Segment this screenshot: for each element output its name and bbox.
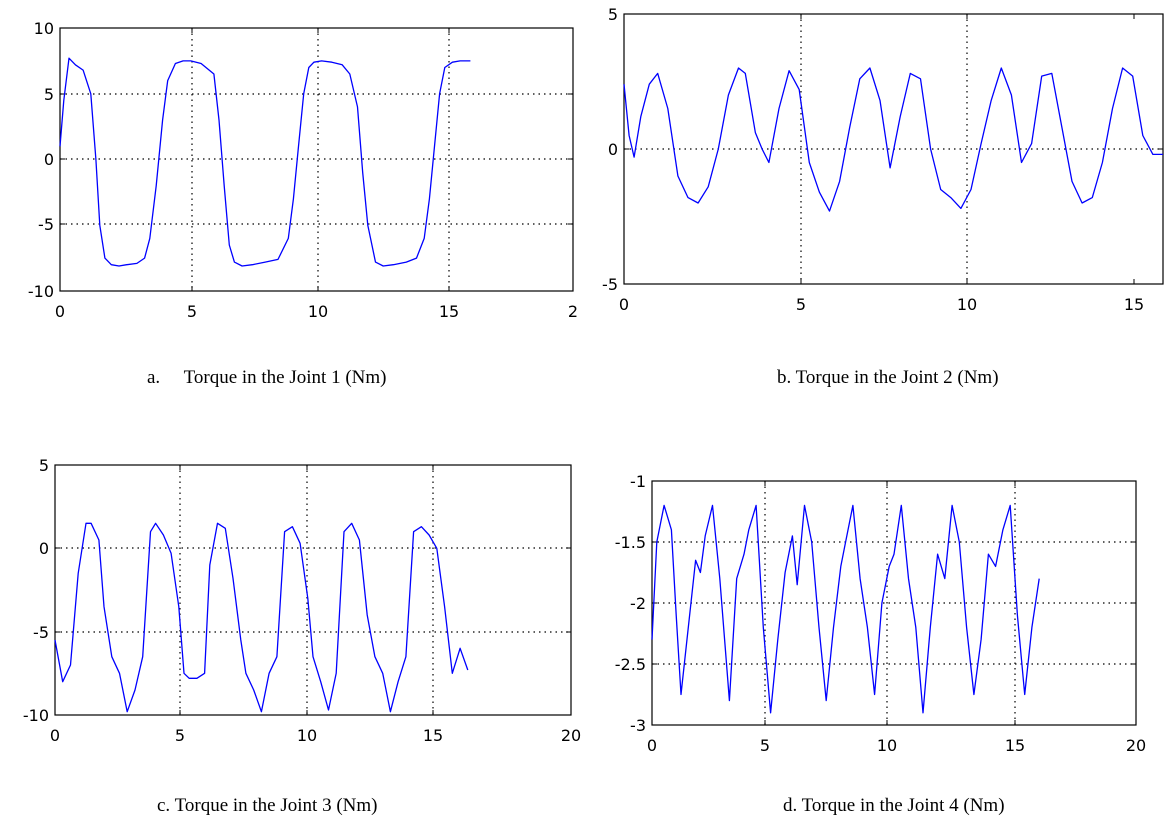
chart-joint-1: 0 5 10 15 2 10 5 0 -5 -10: [28, 19, 578, 321]
y-tick-label: 0: [44, 150, 54, 169]
y-tick-label: 5: [608, 5, 618, 24]
x-tick-label: 10: [308, 302, 328, 321]
y-tick-label: -10: [28, 282, 54, 301]
y-tick-label: 0: [39, 539, 49, 558]
x-tick-label: 5: [187, 302, 197, 321]
x-tick-label: 0: [647, 736, 657, 755]
y-tick-label: -5: [38, 215, 54, 234]
x-tick-label: 15: [439, 302, 459, 321]
x-tick-label: 15: [1005, 736, 1025, 755]
x-tick-label: 15: [1124, 295, 1144, 314]
x-tick-label: 5: [796, 295, 806, 314]
caption-joint-1: a. Torque in the Joint 1 (Nm): [147, 367, 387, 388]
x-tick-label: 10: [297, 726, 317, 745]
x-tick-label: 5: [175, 726, 185, 745]
torque-series-line: [59, 57, 471, 267]
chart-joint-3: 0 5 10 15 20 5 0 -5 -10: [23, 456, 581, 745]
y-tick-label: -2.5: [615, 655, 646, 674]
y-tick-label: 10: [34, 19, 54, 38]
torque-series-line: [651, 504, 1040, 714]
y-tick-label: -3: [630, 716, 646, 735]
y-tick-label: -5: [602, 275, 618, 294]
x-tick-label: 0: [55, 302, 65, 321]
y-tick-label: -1.5: [615, 533, 646, 552]
axes-frame: [59, 27, 574, 292]
caption-joint-2: b. Torque in the Joint 2 (Nm): [777, 367, 999, 388]
x-tick-label: 10: [957, 295, 977, 314]
caption-joint-4: d. Torque in the Joint 4 (Nm): [783, 795, 1005, 816]
x-tick-label: 20: [1126, 736, 1146, 755]
x-tick-label: 10: [877, 736, 897, 755]
x-tick-label: 0: [619, 295, 629, 314]
y-tick-label: 5: [39, 456, 49, 475]
torque-series-line: [623, 67, 1163, 212]
chart-joint-4: 0 5 10 15 20 -1 -1.5 -2 -2.5 -3: [615, 472, 1146, 755]
y-tick-label: -1: [630, 472, 646, 491]
y-tick-label: -5: [33, 623, 49, 642]
x-tick-label: 2: [568, 302, 578, 321]
x-tick-label: 5: [760, 736, 770, 755]
caption-joint-3: c. Torque in the Joint 3 (Nm): [157, 795, 378, 816]
torque-series-line: [54, 522, 469, 713]
y-tick-label: 0: [608, 140, 618, 159]
x-tick-label: 20: [561, 726, 581, 745]
axes-frame: [54, 464, 572, 716]
x-tick-label: 0: [50, 726, 60, 745]
x-tick-label: 15: [423, 726, 443, 745]
y-tick-label: -2: [630, 594, 646, 613]
y-tick-label: 5: [44, 85, 54, 104]
y-tick-label: -10: [23, 706, 49, 725]
